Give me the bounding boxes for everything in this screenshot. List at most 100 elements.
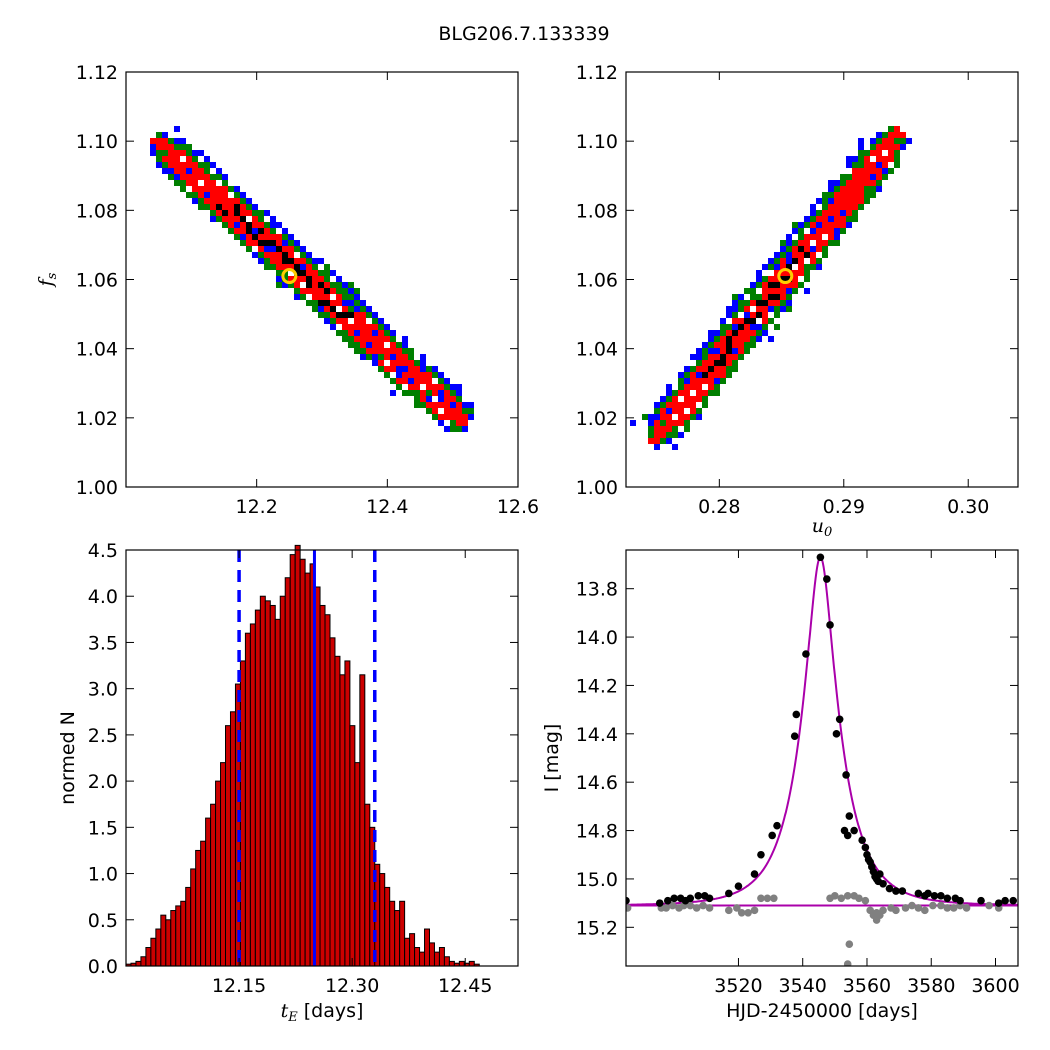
density-cell xyxy=(342,282,348,288)
y-tick-label: 15.2 xyxy=(576,917,618,939)
density-cell xyxy=(180,138,186,144)
density-cell xyxy=(432,390,438,396)
density-cell xyxy=(822,198,828,204)
density-cell xyxy=(204,180,210,186)
y-axis-label: normed N xyxy=(57,711,79,805)
density-cell xyxy=(246,234,252,240)
model-curve xyxy=(626,555,1018,906)
baseline-point xyxy=(861,896,870,905)
histogram-bar xyxy=(394,910,401,967)
density-cell xyxy=(690,396,696,402)
data-point xyxy=(930,892,939,900)
density-cell xyxy=(858,156,864,162)
density-cell xyxy=(420,354,426,360)
density-cell xyxy=(780,282,786,288)
density-cell xyxy=(426,408,432,414)
density-cell xyxy=(186,144,192,150)
baseline-point xyxy=(750,906,759,915)
density-cell xyxy=(300,294,306,300)
density-cell xyxy=(672,390,678,396)
density-core-cell xyxy=(258,240,264,246)
density-cell xyxy=(882,138,888,144)
density-cell xyxy=(348,336,354,342)
histogram-bar xyxy=(339,674,346,967)
histogram-bar xyxy=(294,544,301,967)
density-cell xyxy=(330,324,336,330)
baseline-point xyxy=(686,901,695,910)
density-cell xyxy=(840,174,846,180)
density-cell xyxy=(852,186,858,192)
density-core-cell xyxy=(720,354,726,360)
density-cell xyxy=(456,420,462,426)
density-cell xyxy=(462,408,468,414)
density-cell xyxy=(162,168,168,174)
density-cell xyxy=(210,216,216,222)
data-point xyxy=(768,831,776,840)
density-cell xyxy=(366,306,372,312)
density-cell xyxy=(870,162,876,168)
density-cell xyxy=(450,390,456,396)
density-cell xyxy=(420,396,426,402)
panel-te-histogram: 12.15 12.30 12.45 0.0 0.5 1.0 1.5 2.0 2.5 3.0 3.5 4… xyxy=(57,540,519,1025)
density-cell xyxy=(306,264,312,270)
density-cell xyxy=(888,138,894,144)
density-cell xyxy=(384,336,390,342)
density-cell xyxy=(270,252,276,258)
density-cell xyxy=(336,282,342,288)
histogram-bar xyxy=(234,683,241,967)
data-point xyxy=(1001,896,1009,905)
density-cell xyxy=(444,408,450,414)
data-point xyxy=(1009,896,1017,905)
density-cell xyxy=(774,288,780,294)
density-cell xyxy=(324,282,330,288)
histogram-bar xyxy=(135,960,142,967)
density-cell xyxy=(774,306,780,312)
density-cell xyxy=(822,222,828,228)
density-cell xyxy=(846,156,852,162)
density-cell xyxy=(378,318,384,324)
density-cell xyxy=(378,348,384,354)
density-cell xyxy=(294,294,300,300)
density-cell xyxy=(444,390,450,396)
density-cell xyxy=(882,132,888,138)
density-cell xyxy=(720,378,726,384)
density-cell xyxy=(252,240,258,246)
baseline-point xyxy=(692,904,701,912)
axes-frame xyxy=(625,71,1019,488)
density-cell xyxy=(222,222,228,228)
y-tick-label: 1.10 xyxy=(576,131,618,153)
density-cell xyxy=(198,168,204,174)
density-cell xyxy=(888,156,894,162)
density-core-cell xyxy=(222,210,228,216)
density-cell xyxy=(444,396,450,402)
density-cell xyxy=(828,180,834,186)
baseline-point xyxy=(626,904,632,912)
density-cell xyxy=(264,264,270,270)
density-cell xyxy=(702,390,708,396)
histogram-bar xyxy=(269,604,276,967)
density-cell xyxy=(846,210,852,216)
x-tick-label: 12.15 xyxy=(212,975,266,997)
y-tick-label: 14.0 xyxy=(576,627,618,649)
baseline-point xyxy=(949,904,958,912)
density-cell xyxy=(390,378,396,384)
baseline-point xyxy=(908,901,916,910)
density-cell xyxy=(222,198,228,204)
data-point xyxy=(725,889,733,898)
density-cell xyxy=(204,168,210,174)
baseline-point xyxy=(921,906,929,915)
density-cell xyxy=(798,228,804,234)
density-cell xyxy=(744,306,750,312)
density-cell xyxy=(408,372,414,378)
data-point xyxy=(686,894,695,903)
histogram-bar xyxy=(150,937,157,967)
density-cell xyxy=(396,360,402,366)
density-cell xyxy=(696,378,702,384)
density-cell xyxy=(366,354,372,360)
density-cell xyxy=(696,360,702,366)
density-cell xyxy=(738,336,744,342)
density-cell xyxy=(180,168,186,174)
density-cell xyxy=(852,204,858,210)
density-cell xyxy=(684,414,690,420)
density-cell xyxy=(738,348,744,354)
